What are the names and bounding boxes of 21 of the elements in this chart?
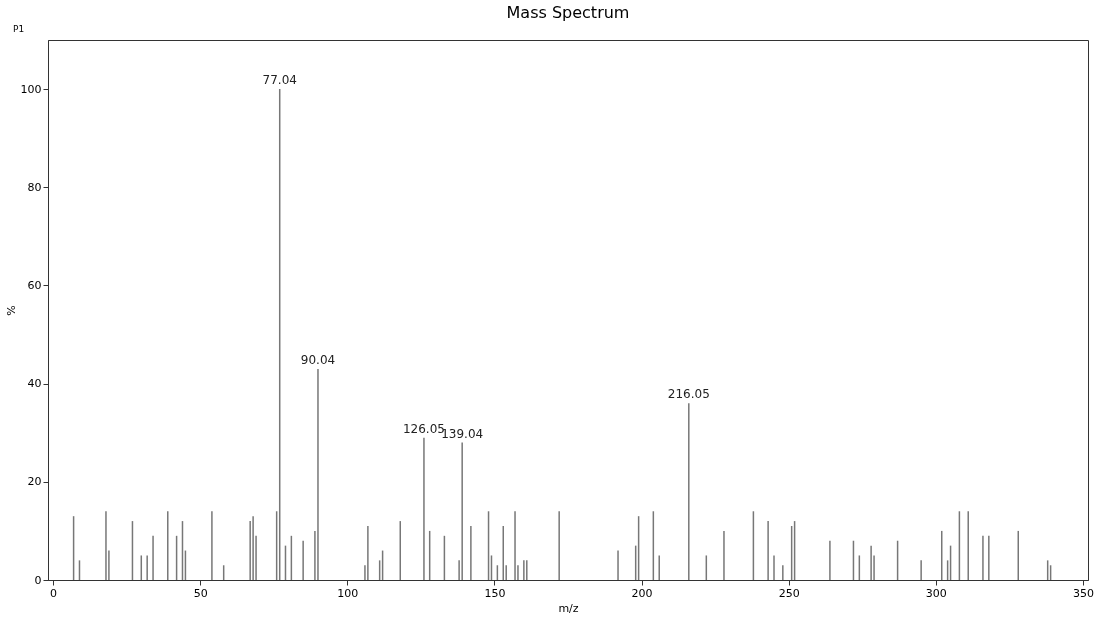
x-tick-label: 200 (631, 586, 653, 600)
x-tick-label: 100 (337, 586, 359, 600)
annotation: 90.04 (300, 352, 336, 367)
x-tick-label: 50 (193, 586, 208, 600)
x-axis-title: m/z (558, 601, 579, 615)
y-tick-label: 20 (27, 475, 42, 489)
chart-title: Mass Spectrum (506, 3, 630, 22)
x-tick-label: 0 (50, 586, 57, 600)
y-tick-label: 100 (20, 82, 42, 96)
y-axis-title: % (4, 305, 18, 316)
text: P1 (13, 24, 25, 34)
x-tick-label: 250 (778, 586, 800, 600)
y-tick-label: 80 (27, 180, 42, 194)
y-tick-label: 60 (27, 278, 42, 292)
x-tick-label: 300 (925, 586, 947, 600)
x-tick-label: 350 (1073, 586, 1094, 600)
y-tick-label: 40 (27, 377, 42, 391)
annotation: 77.04 (262, 73, 297, 88)
x-tick-label: 150 (484, 586, 506, 600)
annotation: 216.05 (667, 387, 710, 402)
y-tick-label: 0 (34, 573, 42, 587)
